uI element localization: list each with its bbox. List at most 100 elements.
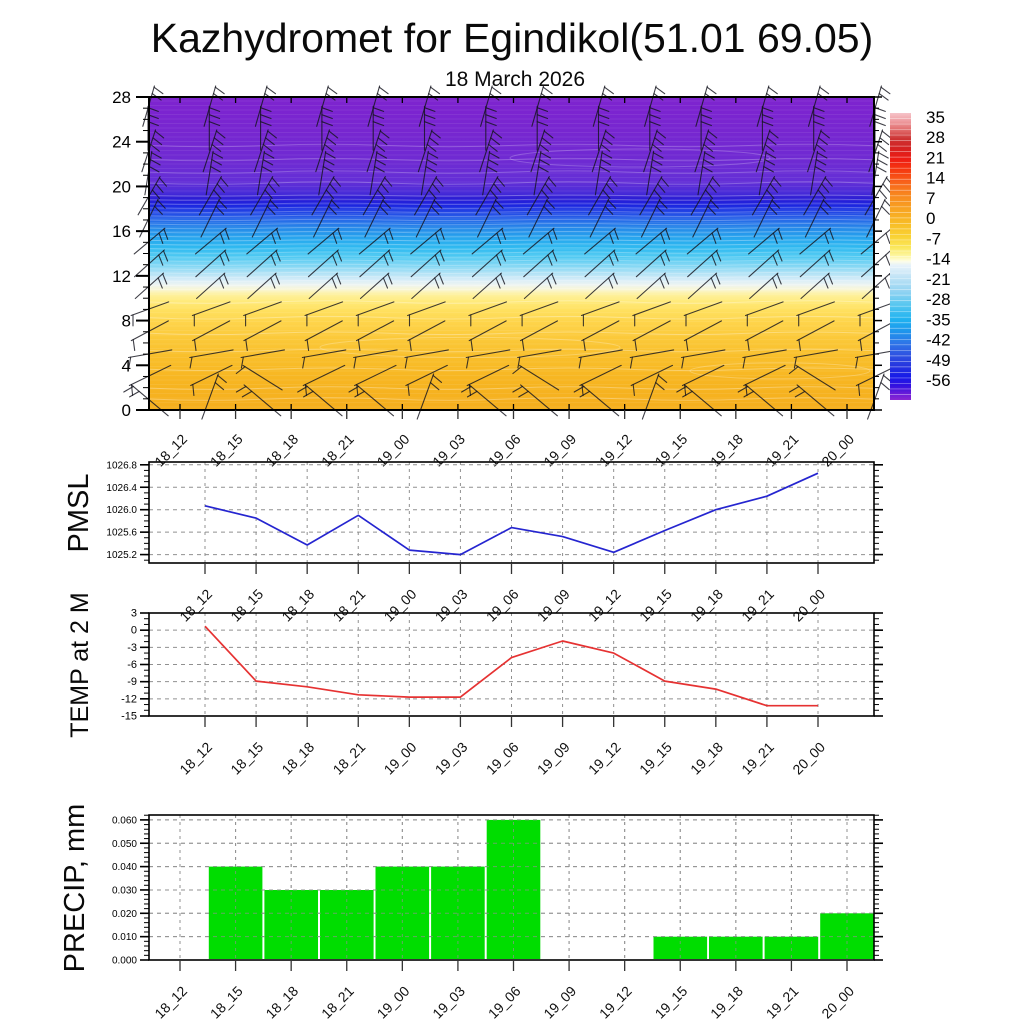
svg-text:19_15: 19_15 — [636, 739, 675, 778]
svg-text:18_15: 18_15 — [227, 586, 266, 625]
svg-text:19_09: 19_09 — [534, 586, 573, 625]
svg-text:16: 16 — [112, 222, 131, 241]
svg-text:1026.0: 1026.0 — [106, 505, 137, 516]
page-subtitle: 18 March 2026 — [445, 68, 585, 91]
svg-text:-3: -3 — [127, 642, 137, 654]
svg-text:0.060: 0.060 — [112, 815, 137, 826]
svg-text:-21: -21 — [926, 270, 951, 289]
svg-text:18_18: 18_18 — [278, 739, 317, 778]
svg-text:19_09: 19_09 — [534, 739, 573, 778]
svg-text:0.020: 0.020 — [112, 909, 137, 920]
svg-text:-6: -6 — [127, 659, 137, 671]
svg-text:19_21: 19_21 — [738, 586, 777, 625]
svg-text:-42: -42 — [926, 331, 951, 350]
svg-text:19_03: 19_03 — [432, 586, 471, 625]
svg-text:19_03: 19_03 — [429, 431, 468, 470]
svg-text:28: 28 — [926, 128, 945, 147]
svg-text:-28: -28 — [926, 290, 951, 309]
svg-text:19_00: 19_00 — [374, 431, 413, 470]
svg-text:18_12: 18_12 — [151, 983, 190, 1022]
svg-text:19_09: 19_09 — [540, 983, 579, 1022]
svg-text:18_18: 18_18 — [278, 586, 317, 625]
svg-text:19_12: 19_12 — [585, 739, 624, 778]
svg-text:0: 0 — [131, 625, 137, 637]
svg-text:18_21: 18_21 — [330, 739, 369, 778]
svg-text:18_12: 18_12 — [176, 586, 215, 625]
temp-panel-line — [204, 625, 818, 707]
svg-text:8: 8 — [122, 312, 131, 331]
svg-text:20_00: 20_00 — [818, 983, 857, 1022]
svg-text:0: 0 — [926, 209, 935, 228]
precip-axis-title: PRECIP, mm — [59, 804, 91, 973]
svg-text:18_21: 18_21 — [330, 586, 369, 625]
svg-text:19_00: 19_00 — [381, 586, 420, 625]
svg-text:-9: -9 — [127, 676, 137, 688]
precip-panel: 0.000 0.010 0.020 0.030 0.040 0.050 0.060 18_12… — [112, 814, 883, 1022]
svg-text:18_15: 18_15 — [207, 431, 246, 470]
svg-text:19_12: 19_12 — [585, 586, 624, 625]
svg-text:19_12: 19_12 — [596, 983, 635, 1022]
svg-text:19_15: 19_15 — [652, 983, 691, 1022]
svg-text:12: 12 — [112, 267, 131, 286]
svg-text:0.030: 0.030 — [112, 885, 137, 896]
svg-text:0.050: 0.050 — [112, 839, 137, 850]
svg-text:18_15: 18_15 — [207, 983, 246, 1022]
svg-text:-15: -15 — [121, 711, 137, 723]
precip-bars — [208, 819, 874, 959]
temp-axis-title: TEMP at 2 M — [66, 592, 94, 737]
svg-text:18_12: 18_12 — [151, 431, 190, 470]
svg-text:19_18: 19_18 — [707, 431, 746, 470]
svg-text:21: 21 — [926, 148, 945, 167]
pmsl-panel: 1025.2 1025.6 1026.0 1026.4 1026.8 18_12 18_15… — [106, 460, 883, 625]
svg-text:-35: -35 — [926, 310, 951, 329]
svg-text:18_18: 18_18 — [262, 431, 301, 470]
svg-text:19_18: 19_18 — [707, 983, 746, 1022]
pmsl-panel-line — [204, 472, 819, 556]
svg-text:20_00: 20_00 — [789, 586, 828, 625]
svg-text:18_18: 18_18 — [262, 983, 301, 1022]
svg-text:1025.2: 1025.2 — [106, 550, 137, 561]
svg-text:20: 20 — [112, 177, 131, 196]
svg-text:18_12: 18_12 — [176, 739, 215, 778]
svg-text:19_03: 19_03 — [432, 739, 471, 778]
svg-text:19_18: 19_18 — [687, 739, 726, 778]
svg-text:19_12: 19_12 — [596, 431, 635, 470]
svg-text:18_21: 18_21 — [318, 983, 357, 1022]
svg-text:0: 0 — [122, 401, 131, 420]
svg-text:19_21: 19_21 — [763, 983, 802, 1022]
svg-text:4: 4 — [122, 356, 131, 375]
svg-text:19_06: 19_06 — [485, 431, 524, 470]
pmsl-axis-title: PMSL — [63, 474, 95, 553]
svg-text:20_00: 20_00 — [789, 739, 828, 778]
svg-text:-56: -56 — [926, 371, 951, 390]
svg-text:7: 7 — [926, 189, 935, 208]
svg-text:19_06: 19_06 — [483, 586, 522, 625]
page-title: Kazhydromet for Egindikol(51.01 69.05) — [151, 15, 873, 61]
svg-text:28: 28 — [112, 88, 131, 107]
temp-panel: 3 0 -3 -6 -9 -12 -15 18_12 18_15 18_18 18_21 19_00 1… — [121, 608, 883, 778]
svg-text:1026.4: 1026.4 — [106, 483, 137, 494]
svg-text:20_00: 20_00 — [818, 431, 857, 470]
x-axis-labels-top: 18_12 18_15 18_18 18_21 19_00 19_03 19_06 19_09… — [151, 431, 857, 470]
svg-text:19_06: 19_06 — [483, 739, 522, 778]
svg-text:35: 35 — [926, 108, 945, 127]
svg-text:19_15: 19_15 — [652, 431, 691, 470]
svg-text:19_00: 19_00 — [381, 739, 420, 778]
svg-text:-7: -7 — [926, 229, 941, 248]
svg-text:14: 14 — [926, 169, 945, 188]
svg-text:19_00: 19_00 — [374, 983, 413, 1022]
cross-section-panel: 0 4 8 12 16 20 24 28 — [112, 85, 900, 420]
svg-text:1025.6: 1025.6 — [106, 528, 137, 539]
svg-text:19_18: 19_18 — [687, 586, 726, 625]
svg-text:-14: -14 — [926, 250, 951, 269]
svg-text:0.000: 0.000 — [112, 956, 137, 967]
svg-text:19_03: 19_03 — [429, 983, 468, 1022]
svg-text:24: 24 — [112, 133, 131, 152]
svg-text:-12: -12 — [121, 693, 137, 705]
svg-text:18_21: 18_21 — [318, 431, 357, 470]
svg-text:1026.8: 1026.8 — [106, 460, 137, 471]
svg-text:19_21: 19_21 — [763, 431, 802, 470]
